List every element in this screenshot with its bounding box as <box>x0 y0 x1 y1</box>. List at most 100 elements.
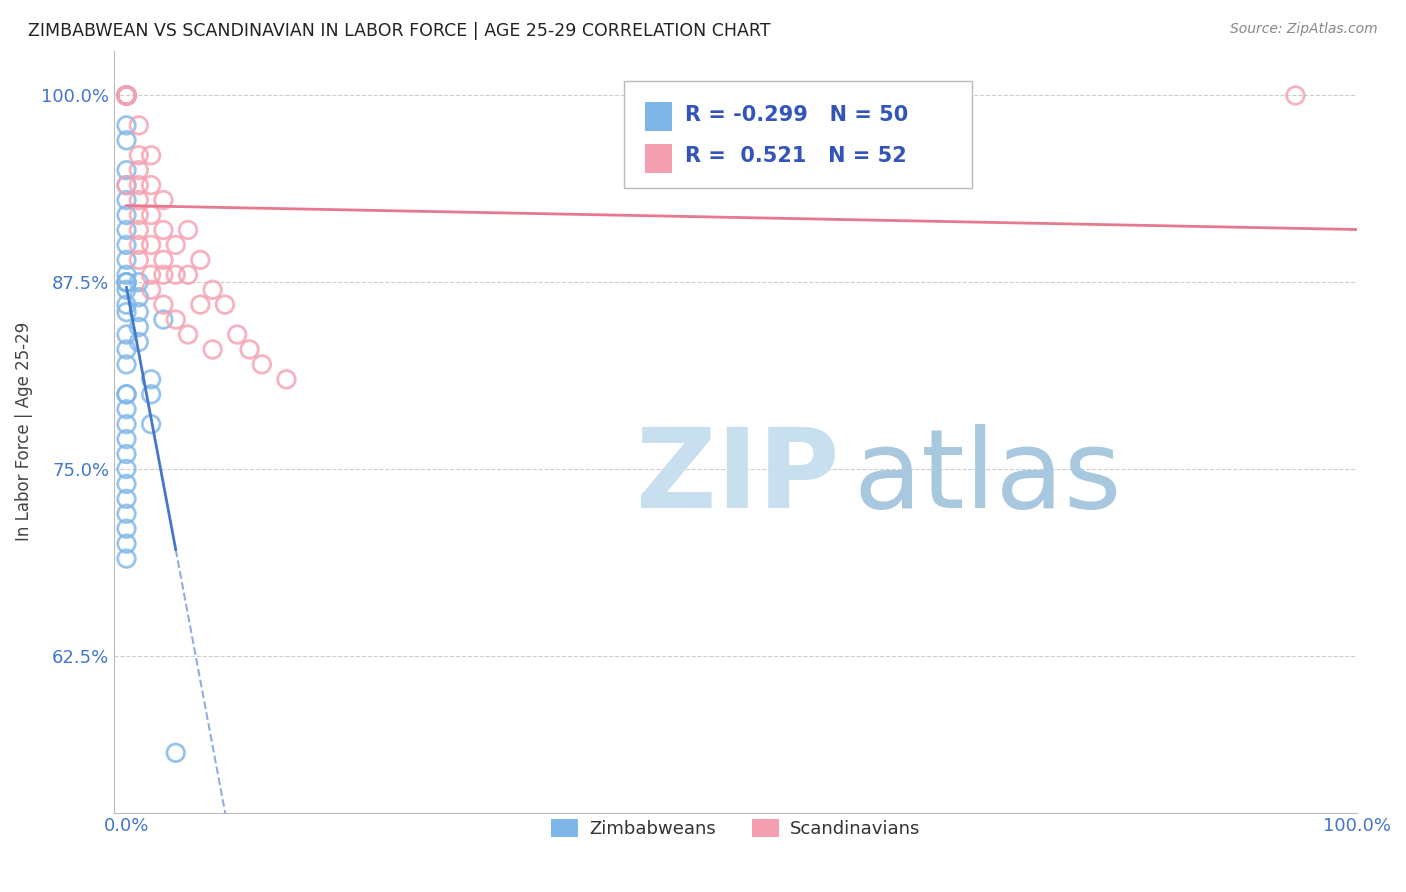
Point <box>276 372 298 386</box>
Point <box>139 387 162 401</box>
Point <box>115 163 138 178</box>
Text: ZIP: ZIP <box>636 424 839 531</box>
Point <box>165 746 187 760</box>
Text: atlas: atlas <box>853 424 1122 531</box>
Point <box>115 298 138 312</box>
Point <box>165 238 187 252</box>
Point <box>128 119 150 133</box>
Point <box>128 320 150 334</box>
Point <box>139 283 162 297</box>
Point <box>115 305 138 319</box>
Point <box>128 163 150 178</box>
Point <box>115 387 138 401</box>
Text: R =  0.521   N = 52: R = 0.521 N = 52 <box>685 146 907 166</box>
Point <box>201 343 224 357</box>
Point <box>115 283 138 297</box>
Point <box>115 387 138 401</box>
Point <box>115 507 138 521</box>
Point <box>115 88 138 103</box>
Point <box>226 327 249 342</box>
Point <box>115 88 138 103</box>
Point <box>115 238 138 252</box>
Point <box>177 223 200 237</box>
Point <box>139 372 162 386</box>
Point <box>128 275 150 289</box>
Point <box>115 275 138 289</box>
Point <box>115 477 138 491</box>
Point <box>139 417 162 432</box>
Point <box>115 119 138 133</box>
Point <box>115 491 138 506</box>
Point <box>139 178 162 193</box>
Point <box>250 358 273 372</box>
Point <box>115 252 138 267</box>
FancyBboxPatch shape <box>624 81 972 188</box>
Point <box>139 148 162 162</box>
Point <box>128 223 150 237</box>
Point <box>115 275 138 289</box>
Point <box>188 298 211 312</box>
Point <box>115 88 138 103</box>
Point <box>115 88 138 103</box>
Point <box>115 268 138 282</box>
Point <box>139 208 162 222</box>
Point <box>115 88 138 103</box>
Point <box>128 290 150 304</box>
Point <box>177 327 200 342</box>
Bar <box>645 145 672 173</box>
Point <box>115 88 138 103</box>
Point <box>152 223 174 237</box>
Point <box>152 252 174 267</box>
Point <box>115 522 138 536</box>
Legend: Zimbabweans, Scandinavians: Zimbabweans, Scandinavians <box>544 812 928 846</box>
Point <box>115 88 138 103</box>
Point <box>115 402 138 417</box>
Point <box>152 298 174 312</box>
Point <box>128 208 150 222</box>
Point <box>115 193 138 207</box>
Point <box>115 88 138 103</box>
Point <box>115 327 138 342</box>
Point <box>128 252 150 267</box>
Point <box>165 268 187 282</box>
Point <box>115 88 138 103</box>
Point <box>214 298 236 312</box>
Point <box>115 88 138 103</box>
Point <box>115 462 138 476</box>
Point <box>139 268 162 282</box>
Point <box>115 88 138 103</box>
Text: R = -0.299   N = 50: R = -0.299 N = 50 <box>685 104 908 125</box>
Point <box>115 447 138 461</box>
Point <box>115 133 138 147</box>
Point <box>115 536 138 550</box>
Point <box>128 148 150 162</box>
Point <box>152 312 174 326</box>
Point <box>139 238 162 252</box>
Point <box>128 305 150 319</box>
Y-axis label: In Labor Force | Age 25-29: In Labor Force | Age 25-29 <box>15 322 32 541</box>
Point <box>115 88 138 103</box>
Point <box>115 208 138 222</box>
Point <box>115 88 138 103</box>
Point <box>188 252 211 267</box>
Point <box>115 417 138 432</box>
Point <box>115 88 138 103</box>
Point <box>238 343 260 357</box>
Point <box>152 193 174 207</box>
Point <box>115 432 138 446</box>
Point <box>115 88 138 103</box>
Bar <box>645 103 672 131</box>
Point <box>115 178 138 193</box>
Point <box>115 88 138 103</box>
Point <box>115 275 138 289</box>
Point <box>115 343 138 357</box>
Point <box>128 178 150 193</box>
Point <box>115 88 138 103</box>
Point <box>177 268 200 282</box>
Point <box>115 358 138 372</box>
Text: ZIMBABWEAN VS SCANDINAVIAN IN LABOR FORCE | AGE 25-29 CORRELATION CHART: ZIMBABWEAN VS SCANDINAVIAN IN LABOR FORC… <box>28 22 770 40</box>
Point <box>115 88 138 103</box>
Point <box>115 88 138 103</box>
Point <box>165 312 187 326</box>
Point <box>201 283 224 297</box>
